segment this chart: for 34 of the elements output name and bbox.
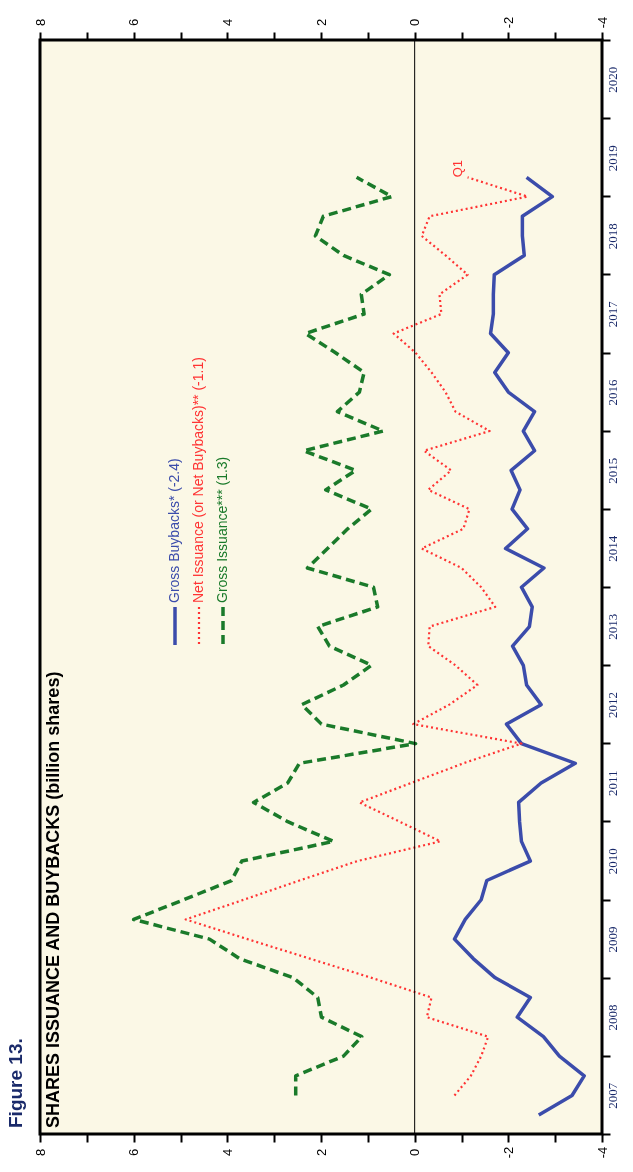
text: Net Issuance (or Net Buybacks)** (-1.1) [190,357,206,603]
x2-tick-label: 2 [313,1148,329,1157]
x-tick-label: 2 [313,18,329,27]
y-tick-label: 2014 [604,535,620,562]
x-tick-label: 0 [407,18,423,27]
text: Figure 13. [5,1038,26,1128]
x2-tick-label: -4 [594,1146,610,1159]
y-tick-label: 2012 [604,691,620,718]
y-tick-label: 2018 [604,223,620,250]
y-tick-label: 2013 [604,613,620,640]
x-tick-label: 8 [32,18,48,27]
y-tick-label: 2015 [604,457,620,484]
x-tick-label: 6 [126,18,142,27]
x2-tick-label: 6 [126,1148,142,1157]
x2-tick-label: 0 [407,1148,423,1157]
y-tick-label: 2020 [604,66,620,93]
y-tick-label: 2017 [604,300,620,328]
x2-tick-label: -2 [500,1146,516,1159]
y-tick-label: 2019 [604,145,620,172]
x2-tick-label: 8 [32,1148,48,1157]
x2-tick-label: 4 [219,1148,235,1157]
text: Gross Buybacks* (-2.4) [166,458,182,603]
y-tick-label: 2008 [604,1004,620,1031]
annotation: Q1 [449,159,465,178]
text: SHARES ISSUANCE AND BUYBACKS (billion shares) [43,671,63,1128]
x-tick-label: 4 [219,18,235,27]
x-tick-label: -4 [594,16,610,29]
y-tick-label: 2016 [604,378,620,406]
y-tick-label: 2007 [604,1082,620,1109]
y-tick-label: 2011 [604,770,620,796]
x-tick-label: -2 [500,16,516,29]
y-tick-label: 2009 [604,926,620,953]
text: Gross Issuance*** (1.3) [214,456,230,603]
y-tick-label: 2010 [604,848,620,875]
